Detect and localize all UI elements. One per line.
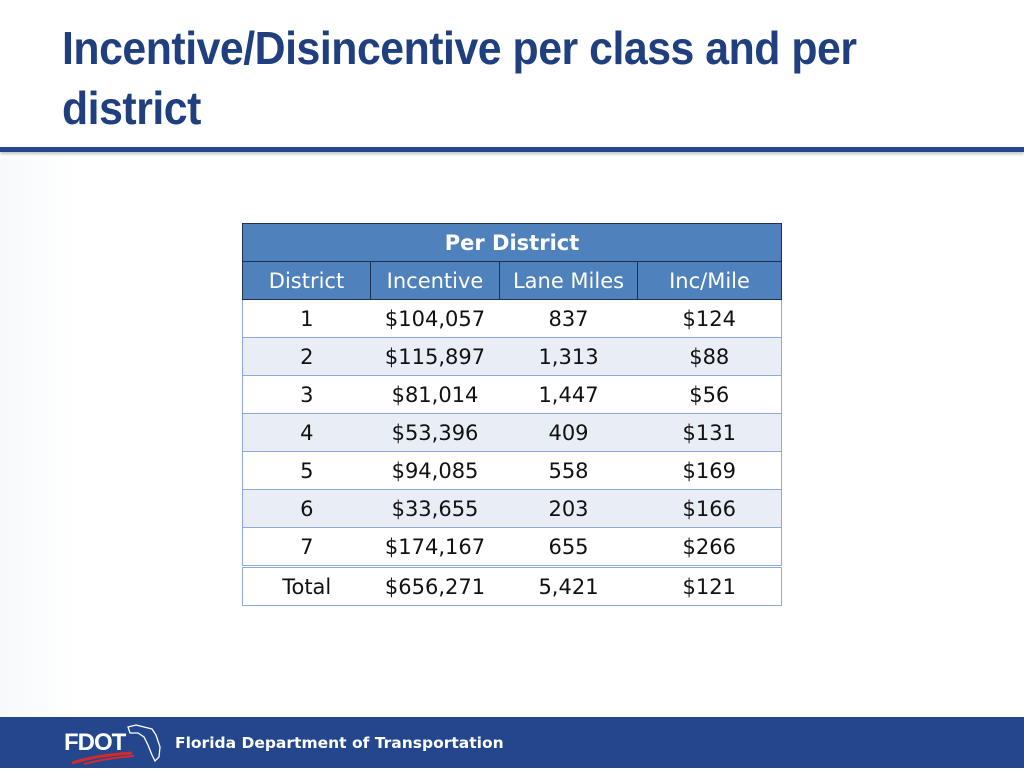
table-caption-row: Per District <box>241 223 783 262</box>
cell-total-label: Total <box>242 565 371 606</box>
table-row: 6 $33,655 203 $166 <box>242 489 783 528</box>
cell-district: 4 <box>242 413 371 452</box>
cell-incentive: $104,057 <box>370 299 500 338</box>
cell-incentive: $174,167 <box>370 527 500 567</box>
cell-inc-per-mile: $88 <box>637 337 783 376</box>
cell-inc-per-mile: $166 <box>637 489 783 528</box>
table-row: 5 $94,085 558 $169 <box>242 451 783 490</box>
florida-state-outline-icon: FDOT <box>64 724 161 765</box>
cell-district: 6 <box>242 489 371 528</box>
cell-inc-per-mile: $124 <box>637 299 783 338</box>
table-row: 7 $174,167 655 $266 <box>242 527 783 567</box>
cell-total-incentive: $656,271 <box>370 565 500 606</box>
table-header-row: District Incentive Lane Miles Inc/Mile <box>242 261 783 300</box>
table-row: 3 $81,014 1,447 $56 <box>242 375 783 414</box>
column-header-district: District <box>242 261 371 300</box>
per-district-table: Per District District Incentive Lane Mil… <box>241 223 783 606</box>
table-row: 4 $53,396 409 $131 <box>242 413 783 452</box>
cell-lane-miles: 1,447 <box>499 375 638 414</box>
cell-lane-miles: 203 <box>499 489 638 528</box>
cell-lane-miles: 837 <box>499 299 638 338</box>
cell-district: 1 <box>242 299 371 338</box>
cell-incentive: $81,014 <box>370 375 500 414</box>
cell-inc-per-mile: $169 <box>637 451 783 490</box>
table-caption: Per District <box>241 223 783 262</box>
table-total-row: Total $656,271 5,421 $121 <box>242 565 783 606</box>
title-divider <box>0 147 1024 152</box>
cell-district: 5 <box>242 451 371 490</box>
cell-incentive: $94,085 <box>370 451 500 490</box>
column-header-inc-per-mile: Inc/Mile <box>636 261 783 300</box>
cell-lane-miles: 409 <box>499 413 638 452</box>
column-header-incentive: Incentive <box>370 261 500 300</box>
column-header-lane-miles: Lane Miles <box>499 261 638 300</box>
organization-name: Florida Department of Transportation <box>175 734 504 752</box>
slide-title: Incentive/Disincentive per class and per… <box>62 22 857 134</box>
cell-incentive: $53,396 <box>370 413 500 452</box>
cell-inc-per-mile: $56 <box>637 375 783 414</box>
svg-text:FDOT: FDOT <box>64 729 127 756</box>
cell-inc-per-mile: $131 <box>637 413 783 452</box>
cell-total-lane-miles: 5,421 <box>499 565 638 606</box>
cell-district: 7 <box>242 527 371 567</box>
cell-lane-miles: 655 <box>499 527 638 567</box>
cell-incentive: $33,655 <box>370 489 500 528</box>
fdot-logo: FDOT <box>62 721 162 765</box>
cell-total-inc-per-mile: $121 <box>637 565 783 606</box>
footer-bar: FDOT Florida Department of Transportatio… <box>0 717 1024 768</box>
cell-lane-miles: 1,313 <box>499 337 638 376</box>
cell-district: 3 <box>242 375 371 414</box>
cell-inc-per-mile: $266 <box>637 527 783 567</box>
cell-incentive: $115,897 <box>370 337 500 376</box>
table-row: 1 $104,057 837 $124 <box>242 299 783 338</box>
table-row: 2 $115,897 1,313 $88 <box>242 337 783 376</box>
cell-lane-miles: 558 <box>499 451 638 490</box>
cell-district: 2 <box>242 337 371 376</box>
